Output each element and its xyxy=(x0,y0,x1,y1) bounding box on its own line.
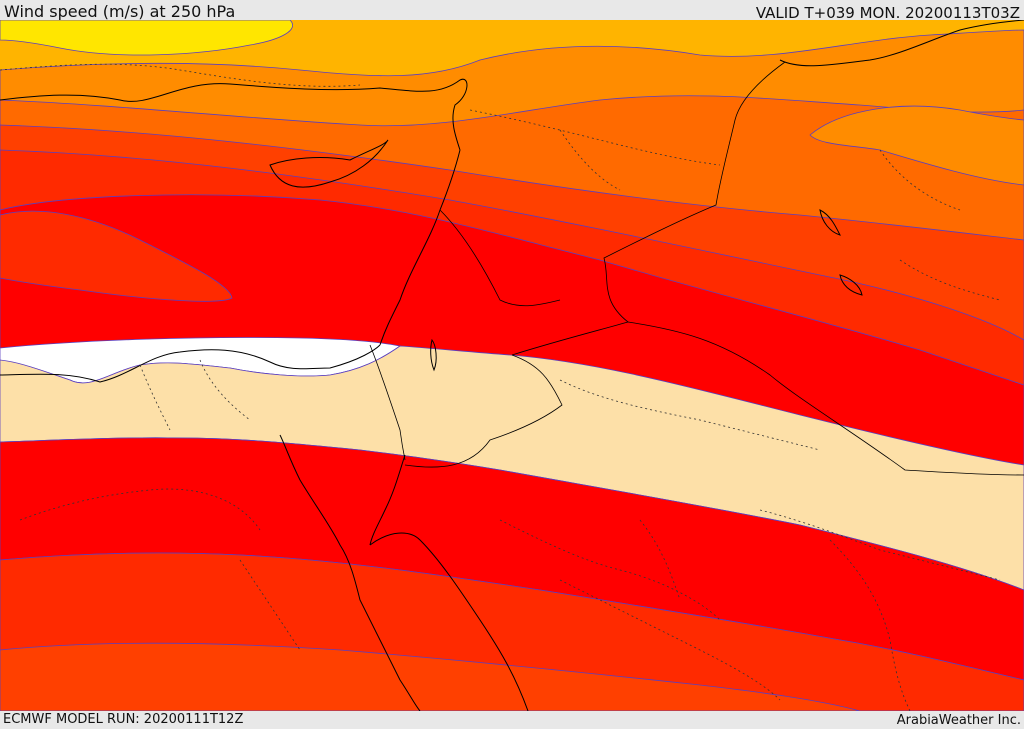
map-title: Wind speed (m/s) at 250 hPa xyxy=(4,2,236,21)
wind-speed-map xyxy=(0,20,1024,711)
map-canvas xyxy=(0,20,1024,711)
band-orange-patch xyxy=(809,105,1024,186)
header-bar: Wind speed (m/s) at 250 hPa VALID T+039 … xyxy=(0,0,1024,22)
coastlines xyxy=(0,20,1024,711)
valid-time-label: VALID T+039 MON. 20200113T03Z xyxy=(755,4,1020,22)
country-borders xyxy=(369,61,1024,476)
province-borders xyxy=(0,63,1001,711)
band-red-orange-south xyxy=(0,642,861,711)
band-yellow xyxy=(0,20,293,56)
footer-bar: ECMWF MODEL RUN: 20200111T12Z ArabiaWeat… xyxy=(0,711,1024,729)
band-scarlet-tongue xyxy=(0,210,233,302)
model-run-label: ECMWF MODEL RUN: 20200111T12Z xyxy=(3,712,244,727)
credit-label: ArabiaWeather Inc. xyxy=(896,713,1021,728)
